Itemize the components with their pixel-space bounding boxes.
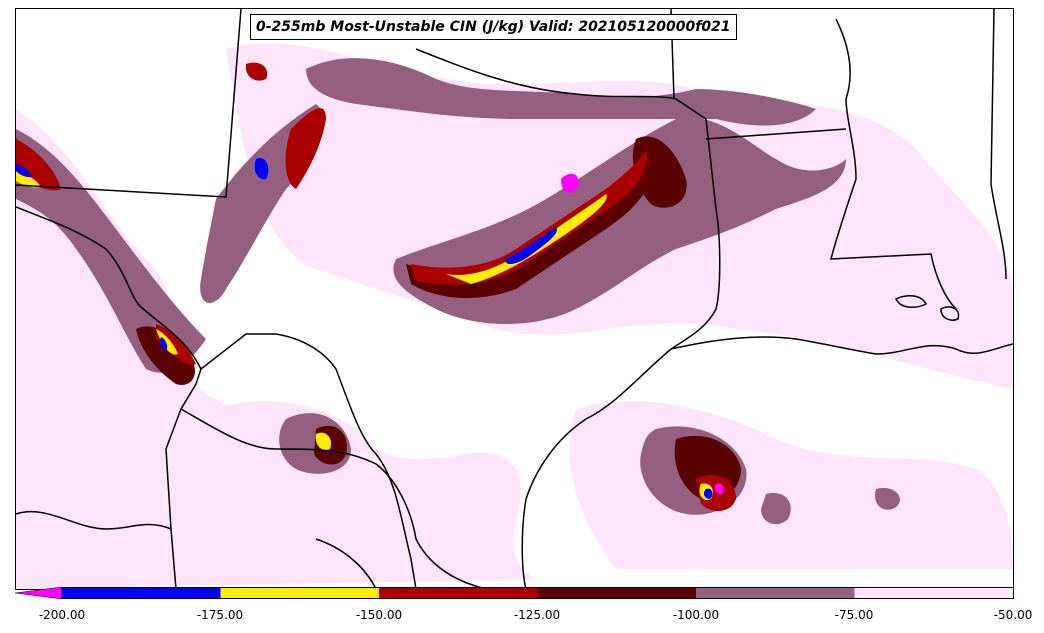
colorbar-tick-label: -150.00 — [355, 608, 403, 622]
colorbar-tick-label: -125.00 — [513, 608, 561, 622]
colorbar-tick-label: -175.00 — [196, 608, 244, 622]
colorbar-bin-5 — [696, 587, 855, 599]
colorbar-bin-2 — [220, 587, 379, 599]
map-panel — [15, 8, 1014, 590]
political-boundaries — [16, 9, 1013, 589]
colorbar-tick-label: -75.00 — [834, 608, 874, 622]
colorbar-tick-label: -100.00 — [672, 608, 720, 622]
colorbar-bin-6 — [854, 587, 1013, 599]
cin-map — [16, 9, 1013, 589]
colorbar-bin-3 — [379, 587, 538, 599]
colorbar-tick-label: -200.00 — [38, 608, 86, 622]
colorbar-outline — [61, 587, 1014, 599]
colorbar-bin-1 — [62, 587, 221, 599]
colorbar-tick-label: -50.00 — [993, 608, 1033, 622]
colorbar-extend-low — [15, 587, 63, 599]
map-title: 0-255mb Most-Unstable CIN (J/kg) Valid: … — [250, 14, 737, 40]
cin-field-blue — [16, 158, 713, 499]
colorbar — [15, 587, 1014, 599]
colorbar-bin-4 — [537, 587, 696, 599]
cin-field-magenta — [561, 173, 724, 495]
